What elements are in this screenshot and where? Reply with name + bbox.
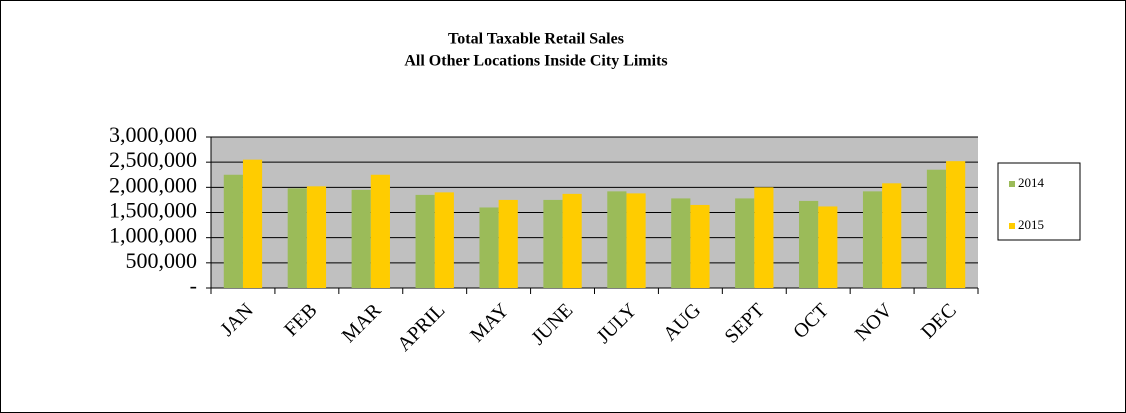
bar — [862, 191, 883, 288]
y-tick-label: - — [190, 273, 197, 298]
bar — [434, 192, 454, 288]
bar — [223, 174, 243, 288]
bar — [479, 207, 499, 288]
bar — [799, 200, 819, 288]
chart-subtitle: All Other Locations Inside City Limits — [404, 53, 667, 70]
y-tick-label: 3,000,000 — [109, 122, 197, 147]
bar — [287, 188, 307, 288]
bar — [882, 183, 902, 288]
legend-label: 2014 — [1018, 175, 1045, 190]
y-tick-label: 500,000 — [126, 248, 198, 273]
bar — [926, 169, 947, 288]
bar — [946, 161, 966, 288]
legend-swatch — [1009, 223, 1015, 229]
y-tick-label: 1,500,000 — [109, 198, 197, 223]
y-tick-label: 2,000,000 — [109, 172, 197, 197]
bar — [351, 189, 371, 288]
y-tick-label: 1,000,000 — [109, 223, 197, 248]
bar — [562, 193, 582, 288]
bar — [671, 198, 691, 288]
legend-label: 2015 — [1018, 217, 1044, 232]
bar — [370, 174, 390, 288]
bar — [306, 186, 327, 288]
bar — [735, 198, 755, 288]
bar — [415, 194, 435, 288]
bar — [690, 204, 710, 288]
bar — [607, 191, 627, 288]
y-tick-label: 2,500,000 — [109, 147, 197, 172]
bar — [754, 187, 774, 288]
bar — [818, 206, 838, 288]
bar — [543, 199, 563, 288]
bar — [626, 193, 646, 288]
bar — [498, 199, 518, 288]
bar — [242, 159, 263, 288]
chart-title: Total Taxable Retail Sales — [448, 31, 624, 48]
legend-swatch — [1009, 181, 1015, 187]
